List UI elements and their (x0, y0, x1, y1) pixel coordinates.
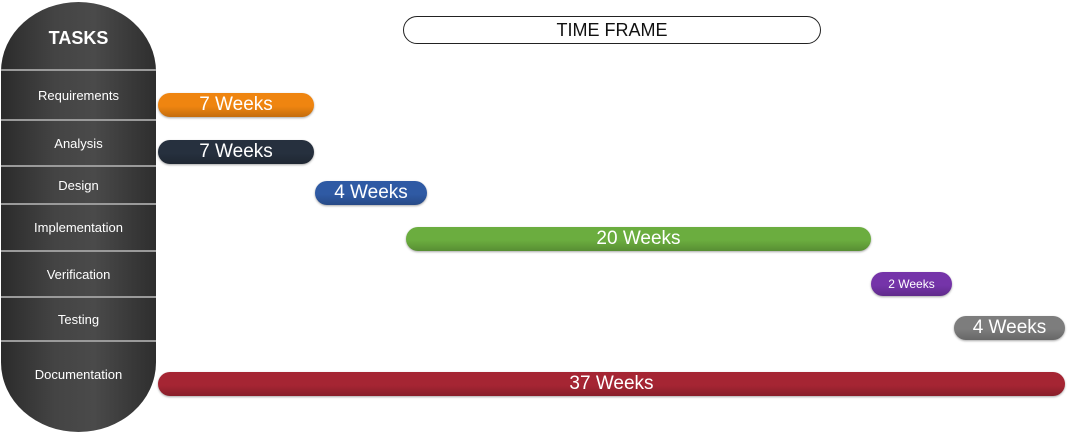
task-row-documentation: Documentation (1, 340, 156, 406)
bar-testing: 4 Weeks (954, 316, 1065, 340)
bar-analysis: 7 Weeks (158, 140, 314, 164)
bar-requirements: 7 Weeks (158, 93, 314, 117)
bar-label: 7 Weeks (199, 94, 273, 115)
task-row-analysis: Analysis (1, 119, 156, 165)
task-label: Documentation (34, 366, 123, 382)
task-label: Verification (46, 266, 111, 282)
task-row-verification: Verification (1, 250, 156, 296)
bar-label: 20 Weeks (596, 228, 681, 249)
tasks-header: TASKS (48, 28, 109, 48)
bar-label: 7 Weeks (199, 141, 273, 162)
task-row-design: Design (1, 165, 156, 203)
task-label: Requirements (38, 87, 119, 103)
bar-label: 4 Weeks (972, 317, 1047, 338)
bar-design: 4 Weeks (315, 181, 427, 205)
task-label: Analysis (54, 135, 103, 151)
task-column: TASKS Requirements Analysis Design Imple… (1, 2, 156, 432)
task-label: Implementation (34, 220, 123, 235)
task-label: Testing (57, 311, 100, 327)
bar-implementation: 20 Weeks (406, 227, 871, 251)
bar-label: 37 Weeks (569, 373, 654, 394)
task-row-testing: Testing (1, 296, 156, 340)
bar-documentation: 37 Weeks (158, 372, 1065, 396)
task-label: Design (58, 177, 99, 193)
bar-verification: 2 Weeks (871, 272, 952, 296)
bar-label: 2 Weeks (888, 277, 935, 291)
task-row-implementation: Implementation (1, 203, 156, 250)
task-row-requirements: Requirements (1, 69, 156, 119)
timeframe-header: TIME FRAME (403, 16, 821, 44)
bar-label: 4 Weeks (334, 182, 408, 203)
